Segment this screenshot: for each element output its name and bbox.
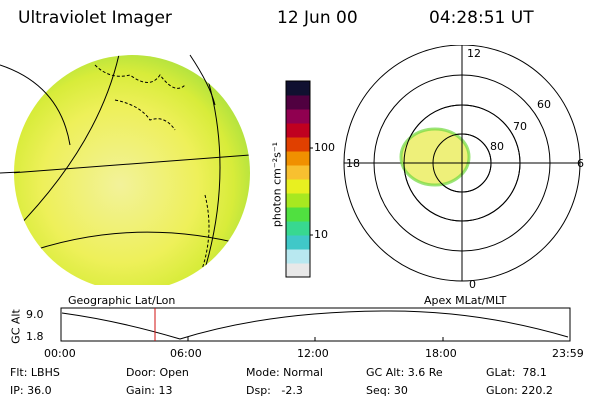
info-gain: Gain: 13	[126, 384, 173, 397]
mlt-label-6: 6	[577, 157, 584, 170]
mlt-label-0: 0	[469, 278, 476, 291]
info-glat: GLat: 78.1	[486, 366, 547, 379]
coastline	[114, 99, 176, 131]
time-label: 04:28:51 UT	[429, 8, 534, 28]
grid-meridian-line	[0, 64, 71, 146]
info-glon: GLon: 220.2	[486, 384, 553, 397]
altitude-ytick-bottom: 1.8	[26, 330, 44, 343]
colorbar-band	[286, 193, 310, 208]
geographic-image	[0, 54, 250, 285]
colorbar-unit-label: photon cm⁻²s⁻¹	[270, 141, 284, 228]
altitude-xtick-4: 23:59	[552, 347, 584, 360]
altitude-xtick-2: 12:00	[297, 347, 329, 360]
colorbar-tick-10: 10	[314, 228, 328, 241]
colorbar-band	[286, 81, 310, 96]
earth-disk	[14, 55, 250, 285]
colorbar-band	[286, 179, 310, 194]
auroral-oval-rim	[399, 127, 471, 187]
colorbar-band	[286, 235, 310, 250]
lat-label-70: 70	[513, 120, 527, 133]
coastline	[199, 194, 210, 276]
info-door: Door: Open	[126, 366, 189, 379]
colorbar	[285, 80, 313, 278]
colorbar-band	[286, 123, 310, 138]
mlt-label-18: 18	[346, 157, 360, 170]
altitude-curve	[61, 310, 569, 340]
polar-plot	[343, 45, 581, 282]
grid-latitude-line	[14, 154, 250, 174]
info-gc-alt: GC Alt: 3.6 Re	[366, 366, 443, 379]
info-ip: IP: 36.0	[10, 384, 52, 397]
lat-label-60: 60	[537, 98, 551, 111]
altitude-xtick-0: 00:00	[44, 347, 76, 360]
info-dsp: Dsp: -2.3	[246, 384, 303, 397]
grid-meridian-line	[14, 55, 121, 236]
colorbar-band	[286, 151, 310, 166]
date-label: 12 Jun 00	[277, 8, 358, 28]
geographic-label: Geographic Lat/Lon	[68, 294, 176, 307]
colorbar-band	[286, 221, 310, 236]
colorbar-band	[286, 249, 310, 264]
altitude-xtick-3: 18:00	[425, 347, 457, 360]
coastline	[94, 64, 186, 89]
colorbar-band	[286, 165, 310, 180]
lat-label-80: 80	[490, 140, 504, 153]
colorbar-band	[286, 263, 310, 278]
polar-label: Apex MLat/MLT	[424, 294, 507, 307]
altitude-ytick-top: 9.0	[26, 308, 44, 321]
grid-latitude-line	[19, 231, 246, 256]
altitude-plot	[60, 307, 571, 342]
altitude-ylabel: GC Alt	[9, 309, 23, 344]
colorbar-band	[286, 137, 310, 152]
info-flt: Flt: LBHS	[10, 366, 60, 379]
info-mode: Mode: Normal	[246, 366, 323, 379]
colorbar-band	[286, 109, 310, 124]
instrument-title: Ultraviolet Imager	[18, 8, 172, 28]
grid-meridian-line	[189, 54, 216, 106]
info-seq: Seq: 30	[366, 384, 408, 397]
colorbar-tick-100: 100	[314, 141, 335, 154]
auroral-oval	[401, 129, 469, 185]
mlt-label-12: 12	[467, 47, 481, 60]
colorbar-band	[286, 207, 310, 222]
colorbar-band	[286, 95, 310, 110]
grid-latitude-line	[0, 171, 21, 174]
altitude-xtick-1: 06:00	[170, 347, 202, 360]
